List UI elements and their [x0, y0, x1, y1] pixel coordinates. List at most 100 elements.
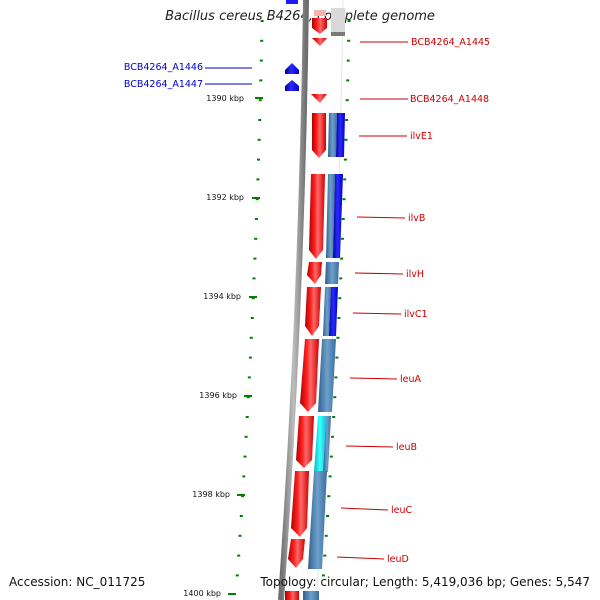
outer-tick: [324, 534, 328, 537]
accession-text: Accession: NC_011725: [9, 575, 146, 589]
gene-leuc[interactable]: [291, 471, 309, 537]
scale-label-1396: 1396 kbp: [199, 391, 237, 400]
gene-bcb4264-a1447[interactable]: [285, 80, 299, 91]
outer-tick: [336, 336, 340, 339]
track-leuc-steel: [308, 471, 327, 569]
outer-tick: [343, 158, 347, 161]
inner-tick: [242, 475, 246, 478]
outer-tick: [346, 59, 350, 62]
label-bcb4264-a1445[interactable]: BCB4264_A1445: [411, 37, 490, 48]
inner-tick: [257, 158, 260, 161]
inner-tick: [245, 416, 249, 418]
inner-tick: [258, 119, 262, 121]
gene-ilvb[interactable]: [309, 174, 325, 259]
gene-ilvc1[interactable]: [305, 287, 321, 336]
label-leud[interactable]: leuD: [387, 554, 409, 565]
outer-tick: [338, 297, 342, 300]
track-ilvc1-blue: [329, 287, 338, 336]
inner-tick: [250, 317, 254, 319]
outer-tick: [347, 39, 351, 42]
inner-tick: [258, 99, 262, 102]
outer-tick: [339, 277, 343, 280]
top-reverse-fragment: [286, 0, 298, 4]
inner-tick: [255, 198, 259, 201]
inner-tick: [241, 495, 245, 498]
gene-bcb4264-a1445-b[interactable]: [312, 38, 327, 46]
inner-tick: [251, 297, 255, 300]
inner-tick: [256, 178, 260, 181]
label-bcb4264-a1447[interactable]: BCB4264_A1447: [124, 79, 203, 90]
track-ilvb-steel: [326, 174, 335, 258]
leader-leua: [349, 377, 398, 380]
track-leub-cyan: [314, 416, 326, 472]
outer-tick: [340, 257, 344, 260]
outer-tick: [346, 79, 350, 82]
gene-ilvh[interactable]: [307, 262, 322, 284]
gene-labels: BCB4264_A1445 BCB4264_A1446 BCB4264_A144…: [124, 37, 490, 565]
gene-bcb4264-a1445[interactable]: [312, 18, 327, 34]
inner-tick: [252, 277, 256, 280]
label-leuc[interactable]: leuC: [391, 505, 413, 516]
label-ilvb[interactable]: ilvB: [408, 213, 425, 224]
leader-leub: [345, 445, 394, 448]
outer-tick: [334, 376, 338, 379]
outer-tick: [340, 237, 344, 240]
gene-leub[interactable]: [296, 416, 314, 468]
inner-tick: [249, 336, 253, 339]
label-leua[interactable]: leuA: [400, 374, 422, 385]
scale-label-1390: 1390 kbp: [206, 94, 244, 103]
track-bottom-fragment: [303, 591, 319, 600]
scale-label-1398: 1398 kbp: [192, 490, 230, 499]
inner-tick: [247, 376, 251, 379]
outer-tick: [327, 495, 331, 498]
label-leub[interactable]: leuB: [396, 442, 417, 453]
label-ilvh[interactable]: ilvH: [406, 269, 424, 280]
leader-leud: [336, 556, 385, 560]
outer-tick: [345, 99, 349, 102]
inner-tick: [259, 79, 263, 82]
label-ilve1[interactable]: ilvE1: [410, 131, 433, 142]
outer-tick: [331, 435, 334, 438]
scale-label-1400: 1400 kbp: [183, 589, 221, 598]
outer-tick: [328, 475, 332, 478]
gene-ilve1[interactable]: [312, 113, 326, 158]
track-ilvb-blue: [333, 174, 343, 258]
label-bcb4264-a1448[interactable]: BCB4264_A1448: [410, 94, 489, 105]
inner-tick: [246, 396, 250, 399]
inner-tick: [244, 435, 248, 438]
genome-backbone: [278, 0, 309, 600]
inner-tick: [239, 515, 243, 517]
inner-tick: [259, 59, 263, 62]
track-ilve1-steel: [328, 113, 337, 157]
leader-leuc: [340, 507, 389, 511]
gene-leud[interactable]: [288, 539, 305, 568]
inner-tick-row: [235, 20, 264, 577]
inner-tick: [254, 237, 258, 240]
gene-bcb4264-a1446[interactable]: [285, 63, 299, 74]
label-ilvc1[interactable]: ilvC1: [404, 309, 428, 320]
leader-ilvh: [354, 272, 404, 275]
outer-tick: [343, 178, 347, 181]
inner-tick: [243, 455, 247, 458]
track-leua-steel: [318, 339, 336, 412]
inner-tick: [257, 138, 261, 141]
outer-tick: [347, 20, 351, 22]
outer-tick: [326, 515, 329, 517]
track-ilvc1-steel: [323, 287, 331, 336]
gene-leua[interactable]: [300, 339, 319, 412]
gene-bottom-fragment: [285, 591, 299, 600]
inner-tick: [238, 534, 242, 537]
track-ilve1-blue: [336, 113, 345, 157]
outer-tick: [323, 554, 327, 557]
label-bcb4264-a1446[interactable]: BCB4264_A1446: [124, 62, 203, 73]
outer-tick: [345, 119, 349, 121]
track-ilvh-steel: [325, 262, 339, 284]
scale-label-1394: 1394 kbp: [203, 292, 241, 301]
scale-group: 1390 kbp 1392 kbp 1394 kbp 1396 kbp 1398…: [183, 94, 263, 598]
outer-tick: [333, 396, 337, 399]
inner-tick: [260, 39, 264, 42]
topology-text: Topology: circular; Length: 5,419,036 bp…: [260, 575, 590, 589]
inner-tick: [254, 218, 258, 220]
gene-bcb4264-a1448[interactable]: [311, 94, 327, 103]
